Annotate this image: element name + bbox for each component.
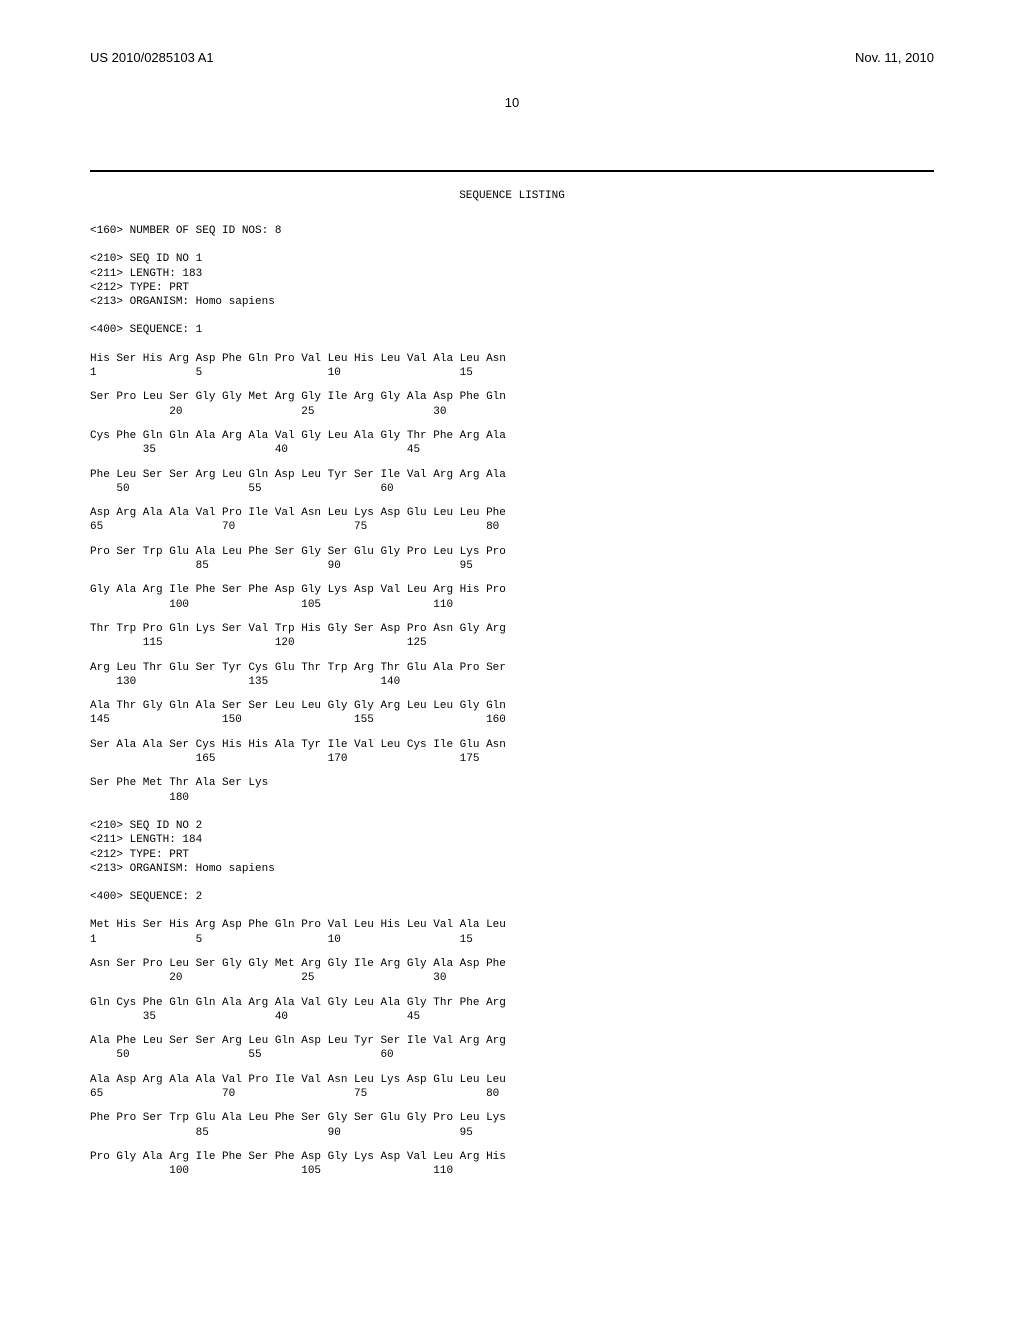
meta-line: <210> SEQ ID NO 1 <box>90 252 934 266</box>
sequence-row-pair: Ser Ala Ala Ser Cys His His Ala Tyr Ile … <box>90 738 934 767</box>
meta-block: <160> NUMBER OF SEQ ID NOS: 8 <box>90 224 934 238</box>
amino-acid-row: Thr Trp Pro Gln Lys Ser Val Trp His Gly … <box>90 622 934 636</box>
position-number-row: 130 135 140 <box>90 675 934 689</box>
sequence-row-pair: Gly Ala Arg Ile Phe Ser Phe Asp Gly Lys … <box>90 583 934 612</box>
amino-acid-row: Cys Phe Gln Gln Ala Arg Ala Val Gly Leu … <box>90 429 934 443</box>
position-number-row: 65 70 75 80 <box>90 1087 934 1101</box>
sequence-row-pair: Met His Ser His Arg Asp Phe Gln Pro Val … <box>90 918 934 947</box>
meta-line: <213> ORGANISM: Homo sapiens <box>90 295 934 309</box>
amino-acid-row: Pro Gly Ala Arg Ile Phe Ser Phe Asp Gly … <box>90 1150 934 1164</box>
meta-line: <210> SEQ ID NO 2 <box>90 819 934 833</box>
position-number-row: 20 25 30 <box>90 971 934 985</box>
listing-title: SEQUENCE LISTING <box>90 190 934 202</box>
sequence-row-pair: Ala Asp Arg Ala Ala Val Pro Ile Val Asn … <box>90 1073 934 1102</box>
meta-block: <400> SEQUENCE: 1 <box>90 323 934 337</box>
meta-line: <160> NUMBER OF SEQ ID NOS: 8 <box>90 224 934 238</box>
sequence-row-pair: Phe Leu Ser Ser Arg Leu Gln Asp Leu Tyr … <box>90 468 934 497</box>
amino-acid-row: Arg Leu Thr Glu Ser Tyr Cys Glu Thr Trp … <box>90 661 934 675</box>
amino-acid-row: Ala Phe Leu Ser Ser Arg Leu Gln Asp Leu … <box>90 1034 934 1048</box>
sequence-row-pair: Pro Ser Trp Glu Ala Leu Phe Ser Gly Ser … <box>90 545 934 574</box>
amino-acid-row: Phe Leu Ser Ser Arg Leu Gln Asp Leu Tyr … <box>90 468 934 482</box>
amino-acid-row: Gln Cys Phe Gln Gln Ala Arg Ala Val Gly … <box>90 996 934 1010</box>
position-number-row: 1 5 10 15 <box>90 366 934 380</box>
meta-block: <210> SEQ ID NO 1<211> LENGTH: 183<212> … <box>90 252 934 309</box>
amino-acid-row: His Ser His Arg Asp Phe Gln Pro Val Leu … <box>90 352 934 366</box>
sequence-row-pair: Thr Trp Pro Gln Lys Ser Val Trp His Gly … <box>90 622 934 651</box>
sequence-row-pair: Phe Pro Ser Trp Glu Ala Leu Phe Ser Gly … <box>90 1111 934 1140</box>
sequence-row-pair: Ser Phe Met Thr Ala Ser Lys 180 <box>90 776 934 805</box>
page-header: US 2010/0285103 A1 Nov. 11, 2010 <box>90 50 934 65</box>
amino-acid-row: Ser Ala Ala Ser Cys His His Ala Tyr Ile … <box>90 738 934 752</box>
position-number-row: 50 55 60 <box>90 482 934 496</box>
position-number-row: 35 40 45 <box>90 1010 934 1024</box>
position-number-row: 50 55 60 <box>90 1048 934 1062</box>
position-number-row: 85 90 95 <box>90 1126 934 1140</box>
page-number: 10 <box>90 95 934 110</box>
sequence-row-pair: Ser Pro Leu Ser Gly Gly Met Arg Gly Ile … <box>90 390 934 419</box>
amino-acid-row: Ser Phe Met Thr Ala Ser Lys <box>90 776 934 790</box>
amino-acid-row: Met His Ser His Arg Asp Phe Gln Pro Val … <box>90 918 934 932</box>
divider-line <box>90 170 934 172</box>
sequence-block: His Ser His Arg Asp Phe Gln Pro Val Leu … <box>90 352 934 805</box>
sequence-row-pair: Pro Gly Ala Arg Ile Phe Ser Phe Asp Gly … <box>90 1150 934 1179</box>
amino-acid-row: Pro Ser Trp Glu Ala Leu Phe Ser Gly Ser … <box>90 545 934 559</box>
sequence-row-pair: Ala Thr Gly Gln Ala Ser Ser Leu Leu Gly … <box>90 699 934 728</box>
position-number-row: 20 25 30 <box>90 405 934 419</box>
position-number-row: 100 105 110 <box>90 1164 934 1178</box>
position-number-row: 100 105 110 <box>90 598 934 612</box>
position-number-row: 115 120 125 <box>90 636 934 650</box>
amino-acid-row: Ala Asp Arg Ala Ala Val Pro Ile Val Asn … <box>90 1073 934 1087</box>
sequence-row-pair: Asn Ser Pro Leu Ser Gly Gly Met Arg Gly … <box>90 957 934 986</box>
meta-block: <210> SEQ ID NO 2<211> LENGTH: 184<212> … <box>90 819 934 876</box>
position-number-row: 180 <box>90 791 934 805</box>
page-container: US 2010/0285103 A1 Nov. 11, 2010 10 SEQU… <box>0 0 1024 1233</box>
sequence-row-pair: Ala Phe Leu Ser Ser Arg Leu Gln Asp Leu … <box>90 1034 934 1063</box>
sequence-block: Met His Ser His Arg Asp Phe Gln Pro Val … <box>90 918 934 1178</box>
sequence-row-pair: Gln Cys Phe Gln Gln Ala Arg Ala Val Gly … <box>90 996 934 1025</box>
sequence-row-pair: Cys Phe Gln Gln Ala Arg Ala Val Gly Leu … <box>90 429 934 458</box>
meta-line: <212> TYPE: PRT <box>90 848 934 862</box>
meta-line: <211> LENGTH: 183 <box>90 267 934 281</box>
publication-date: Nov. 11, 2010 <box>855 50 934 65</box>
meta-line: <213> ORGANISM: Homo sapiens <box>90 862 934 876</box>
position-number-row: 165 170 175 <box>90 752 934 766</box>
amino-acid-row: Gly Ala Arg Ile Phe Ser Phe Asp Gly Lys … <box>90 583 934 597</box>
amino-acid-row: Phe Pro Ser Trp Glu Ala Leu Phe Ser Gly … <box>90 1111 934 1125</box>
meta-line: <400> SEQUENCE: 2 <box>90 890 934 904</box>
position-number-row: 145 150 155 160 <box>90 713 934 727</box>
amino-acid-row: Ser Pro Leu Ser Gly Gly Met Arg Gly Ile … <box>90 390 934 404</box>
amino-acid-row: Asn Ser Pro Leu Ser Gly Gly Met Arg Gly … <box>90 957 934 971</box>
sequence-row-pair: Arg Leu Thr Glu Ser Tyr Cys Glu Thr Trp … <box>90 661 934 690</box>
sequence-content: <160> NUMBER OF SEQ ID NOS: 8 <210> SEQ I… <box>90 224 934 1179</box>
amino-acid-row: Ala Thr Gly Gln Ala Ser Ser Leu Leu Gly … <box>90 699 934 713</box>
meta-line: <400> SEQUENCE: 1 <box>90 323 934 337</box>
position-number-row: 85 90 95 <box>90 559 934 573</box>
sequence-row-pair: His Ser His Arg Asp Phe Gln Pro Val Leu … <box>90 352 934 381</box>
meta-line: <211> LENGTH: 184 <box>90 833 934 847</box>
position-number-row: 1 5 10 15 <box>90 933 934 947</box>
position-number-row: 65 70 75 80 <box>90 520 934 534</box>
publication-number: US 2010/0285103 A1 <box>90 50 214 65</box>
position-number-row: 35 40 45 <box>90 443 934 457</box>
sequence-row-pair: Asp Arg Ala Ala Val Pro Ile Val Asn Leu … <box>90 506 934 535</box>
meta-block: <400> SEQUENCE: 2 <box>90 890 934 904</box>
amino-acid-row: Asp Arg Ala Ala Val Pro Ile Val Asn Leu … <box>90 506 934 520</box>
meta-line: <212> TYPE: PRT <box>90 281 934 295</box>
